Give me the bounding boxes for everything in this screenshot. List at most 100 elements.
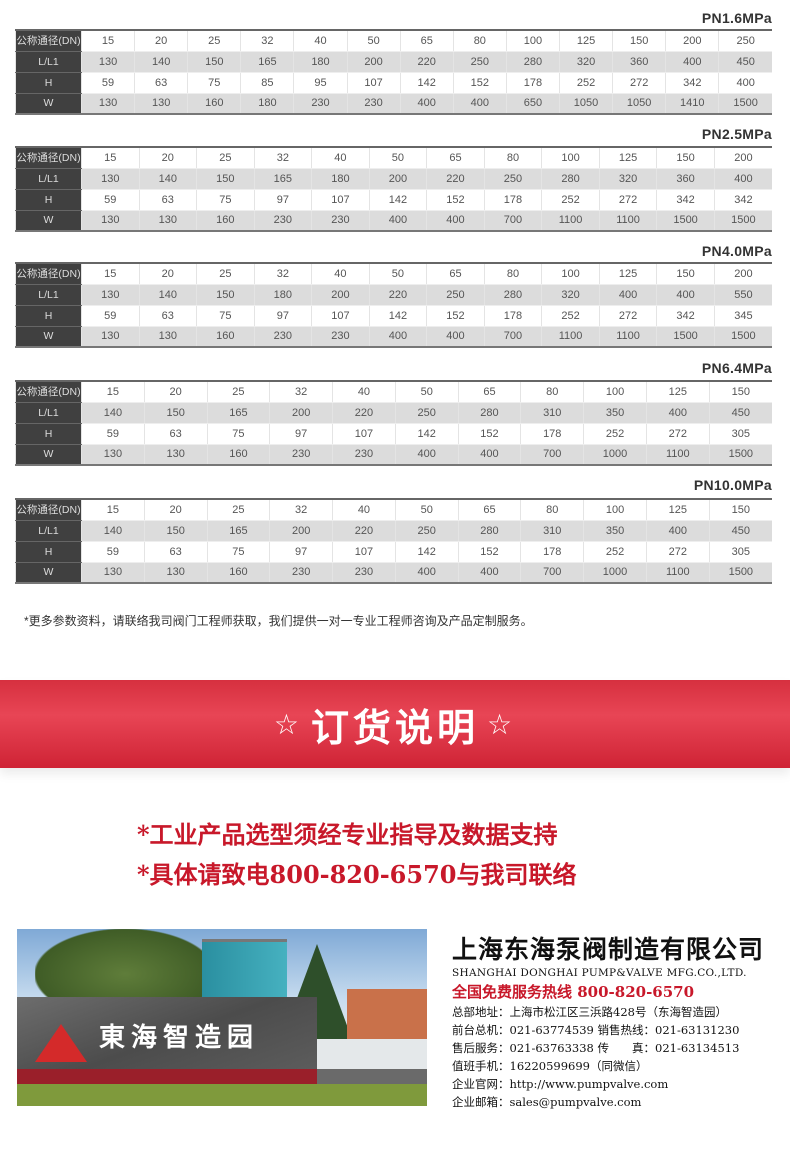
- table-cell: 100: [505, 30, 560, 52]
- row-label: L/L1: [15, 520, 82, 542]
- table-cell: 400: [368, 326, 427, 348]
- table-cell: 75: [206, 541, 270, 563]
- table-cell: 280: [457, 402, 521, 424]
- spec-table: 公称通径(DN) 15 20 25 32 40 50 65 80 100 125 150 L/L1 140…: [15, 380, 772, 466]
- website-link[interactable]: 企业官网：http://www.pumpvalve.com: [452, 1077, 669, 1091]
- table-cell: 59: [81, 305, 140, 327]
- table-cell: 75: [196, 305, 255, 327]
- row-label: W: [15, 562, 82, 584]
- table-row: W 130 130 160 230 230 400 400 700 1100 1100 1500 150…: [15, 326, 772, 348]
- company-name-en: SHANGHAI DONGHAI PUMP&VALVE MFG.CO.,LTD.: [452, 967, 747, 979]
- table-cell: 1500: [713, 326, 772, 348]
- table-row: 公称通径(DN) 15 20 25 32 40 50 65 80 100 125 150 200: [15, 263, 772, 285]
- table-cell: 178: [483, 189, 542, 211]
- row-label: 公称通径(DN): [15, 381, 82, 403]
- table-cell: 75: [196, 189, 255, 211]
- table-cell: 160: [187, 93, 241, 115]
- table-cell: 342: [656, 189, 715, 211]
- table-cell: 165: [240, 51, 294, 73]
- mobile: 值班手机：16220599699（同微信）: [452, 1059, 648, 1073]
- table-row: H 59 63 75 97 107 142 152 178 252 272 305: [15, 423, 772, 445]
- table-cell: 1500: [656, 210, 715, 232]
- row-label: H: [15, 541, 82, 563]
- factory-photo: 東海智造园: [17, 929, 427, 1106]
- table-cell: 200: [713, 263, 772, 285]
- table-cell: 400: [656, 284, 715, 306]
- spec-table: 公称通径(DN) 15 20 25 32 40 50 65 80 100 125 150 200 250 L…: [15, 29, 772, 115]
- table-cell: 25: [206, 381, 270, 403]
- table-cell: 305: [708, 423, 772, 445]
- table-cell: 280: [541, 168, 600, 190]
- table-cell: 63: [143, 423, 208, 445]
- pressure-title: PN6.4MPa: [701, 360, 772, 376]
- table-cell: 200: [311, 284, 370, 306]
- table-row: L/L1 140 150 165 200 220 250 280 310 350 400 450: [15, 520, 772, 542]
- table-cell: 59: [81, 541, 145, 563]
- table-cell: 107: [332, 423, 396, 445]
- table-cell: 700: [520, 444, 584, 466]
- table-row: L/L1 130 140 150 165 180 200 220 250 280 320 360 400…: [15, 51, 772, 73]
- table-cell: 152: [457, 423, 521, 445]
- address: 总部地址：上海市松江区三浜路428号（东海智造园）: [452, 1005, 727, 1019]
- table-cell: 95: [293, 72, 348, 94]
- table-cell: 700: [520, 562, 584, 584]
- table-cell: 272: [645, 423, 710, 445]
- banner-title: 订货说明: [310, 707, 479, 750]
- table-cell: 200: [713, 147, 772, 169]
- table-row: L/L1 140 150 165 200 220 250 280 310 350 400 450: [15, 402, 772, 424]
- table-cell: 25: [187, 30, 241, 52]
- company-logo-icon: [35, 1024, 87, 1062]
- table-cell: 32: [240, 30, 294, 52]
- table-cell: 50: [368, 263, 427, 285]
- table-cell: 80: [452, 30, 507, 52]
- table-cell: 50: [394, 499, 459, 521]
- table-cell: 20: [134, 30, 188, 52]
- table-cell: 130: [143, 562, 208, 584]
- table-cell: 252: [583, 541, 647, 563]
- spec-table: 公称通径(DN) 15 20 25 32 40 50 65 80 100 125 150 L/L1 140…: [15, 498, 772, 584]
- hotline: 全国免费服务热线 800-820-6570: [452, 983, 695, 1001]
- notice-line: *工业产品选型须经专业指导及数据支持: [137, 820, 558, 849]
- table-cell: 150: [196, 284, 255, 306]
- table-cell: 400: [394, 562, 459, 584]
- table-cell: 180: [311, 168, 370, 190]
- table-cell: 97: [269, 541, 333, 563]
- row-label: W: [15, 326, 82, 348]
- table-cell: 160: [206, 444, 270, 466]
- table-cell: 342: [665, 72, 719, 94]
- order-instructions-banner: ☆ 订货说明 ☆: [0, 680, 790, 768]
- table-row: W 130 130 160 230 230 400 400 700 1000 1100 1500: [15, 444, 772, 466]
- table-cell: 20: [143, 381, 208, 403]
- table-cell: 150: [708, 499, 772, 521]
- table-cell: 150: [708, 381, 772, 403]
- table-cell: 32: [253, 263, 312, 285]
- email-link[interactable]: 企业邮箱：sales@pumpvalve.com: [452, 1095, 642, 1109]
- table-cell: 40: [293, 30, 348, 52]
- table-cell: 150: [196, 168, 255, 190]
- table-cell: 1100: [598, 210, 657, 232]
- table-cell: 400: [394, 444, 459, 466]
- table-cell: 80: [520, 381, 584, 403]
- row-label: H: [15, 305, 82, 327]
- table-cell: 230: [269, 444, 333, 466]
- table-cell: 85: [240, 72, 294, 94]
- table-cell: 125: [645, 499, 710, 521]
- table-cell: 130: [81, 284, 140, 306]
- table-cell: 100: [541, 147, 600, 169]
- table-cell: 220: [368, 284, 427, 306]
- table-cell: 400: [457, 444, 521, 466]
- table-cell: 230: [332, 562, 396, 584]
- table-cell: 107: [332, 541, 396, 563]
- table-cell: 200: [269, 520, 333, 542]
- table-cell: 130: [81, 168, 140, 190]
- table-cell: 272: [598, 189, 657, 211]
- table-cell: 130: [80, 93, 135, 115]
- table-cell: 1000: [583, 444, 647, 466]
- table-cell: 305: [708, 541, 772, 563]
- table-cell: 342: [713, 189, 772, 211]
- row-label: 公称通径(DN): [15, 499, 82, 521]
- table-cell: 700: [483, 326, 542, 348]
- table-cell: 1050: [558, 93, 613, 115]
- table-cell: 178: [483, 305, 542, 327]
- table-cell: 165: [253, 168, 312, 190]
